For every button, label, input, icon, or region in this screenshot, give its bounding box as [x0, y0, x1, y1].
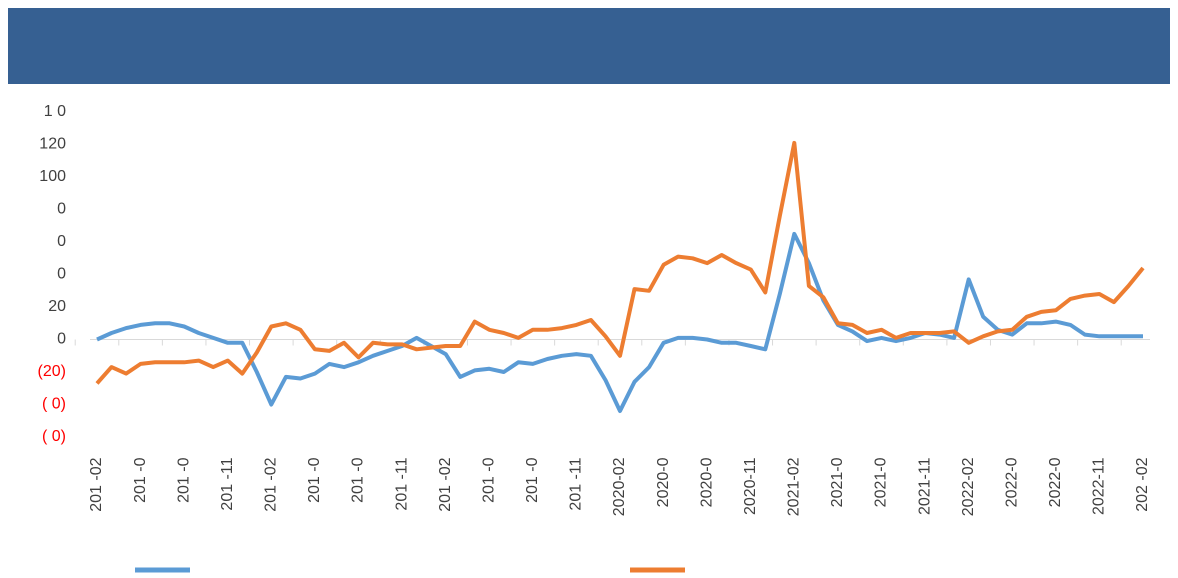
y-tick-label: (20): [38, 363, 66, 380]
series-line: [96, 231, 1143, 413]
x-tick-label: 201 -02: [88, 457, 105, 511]
x-tick-label: 201 -02: [263, 457, 280, 511]
y-tick-label: ( 0): [42, 396, 66, 413]
x-tick-label: 2021-0: [873, 457, 890, 507]
x-tick-label: 2022-02: [960, 457, 977, 516]
y-tick-label: 0: [57, 331, 66, 348]
x-tick-label: 2022-11: [1091, 457, 1108, 515]
y-tick-label: 120: [39, 136, 66, 153]
x-tick-label: 2021-02: [786, 457, 803, 516]
x-tick-label: 201 -0: [350, 457, 367, 502]
x-tick-label: 201 -11: [219, 457, 236, 510]
header-band: [8, 8, 1170, 84]
x-tick-label: 2020-0: [655, 457, 672, 507]
series-line: [95, 140, 1145, 385]
y-tick-label: 20: [48, 298, 66, 315]
x-tick-label: 201 -02: [437, 457, 454, 511]
y-tick-label: 100: [39, 168, 66, 185]
y-tick-label: ( 0): [42, 428, 66, 445]
x-tick-label: 2022-0: [1003, 457, 1020, 507]
x-tick-label: 201 -0: [524, 457, 541, 502]
x-tick-label: 2020-11: [742, 457, 759, 515]
x-tick-label: 202 -02: [1134, 457, 1151, 511]
x-tick-label: 201 -11: [568, 457, 585, 510]
x-tick-label: 2021-11: [916, 457, 933, 515]
x-tick-label: 2022-0: [1047, 457, 1064, 507]
y-tick-label: 0: [57, 266, 66, 283]
x-tick-label: 2021-0: [829, 457, 846, 507]
x-tick-label: 201 -11: [393, 457, 410, 510]
y-tick-label: 0: [57, 201, 66, 218]
x-tick-label: 201 -0: [306, 457, 323, 502]
x-tick-label: 201 -0: [175, 457, 192, 502]
x-tick-label: 2020-0: [698, 457, 715, 507]
y-tick-label: 0: [57, 233, 66, 250]
x-tick-label: 201 -0: [480, 457, 497, 502]
y-tick-label: 1 0: [44, 103, 66, 120]
x-tick-label: 2020-02: [611, 457, 628, 516]
x-tick-label: 201 -0: [132, 457, 149, 502]
